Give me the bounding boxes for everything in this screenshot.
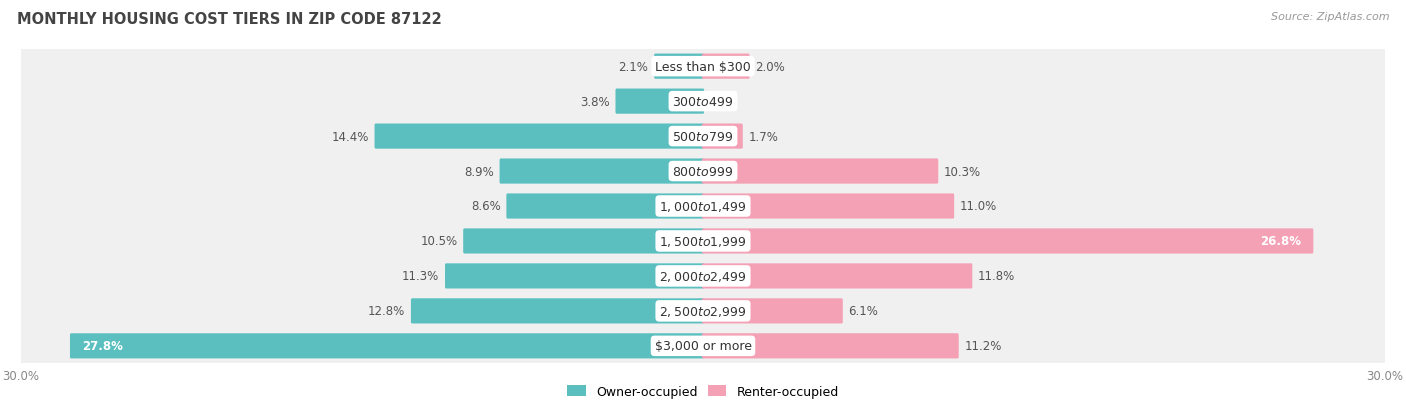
FancyBboxPatch shape (702, 124, 742, 150)
Text: $800 to $999: $800 to $999 (672, 165, 734, 178)
FancyBboxPatch shape (20, 222, 1386, 261)
FancyBboxPatch shape (446, 263, 704, 289)
FancyBboxPatch shape (20, 82, 1386, 121)
Text: 12.8%: 12.8% (368, 305, 405, 318)
Text: $2,000 to $2,499: $2,000 to $2,499 (659, 269, 747, 283)
FancyBboxPatch shape (20, 326, 1386, 366)
FancyBboxPatch shape (654, 55, 704, 80)
FancyBboxPatch shape (506, 194, 704, 219)
FancyBboxPatch shape (616, 89, 704, 114)
Text: 1.7%: 1.7% (748, 130, 779, 143)
FancyBboxPatch shape (702, 55, 749, 80)
Text: 11.2%: 11.2% (965, 339, 1001, 352)
Text: $1,000 to $1,499: $1,000 to $1,499 (659, 199, 747, 214)
FancyBboxPatch shape (702, 299, 842, 324)
Text: 27.8%: 27.8% (83, 339, 124, 352)
Text: 2.0%: 2.0% (755, 61, 785, 74)
Text: 11.8%: 11.8% (979, 270, 1015, 283)
FancyBboxPatch shape (499, 159, 704, 184)
FancyBboxPatch shape (20, 47, 1386, 87)
Text: Source: ZipAtlas.com: Source: ZipAtlas.com (1271, 12, 1389, 22)
Text: $3,000 or more: $3,000 or more (655, 339, 751, 352)
FancyBboxPatch shape (702, 159, 938, 184)
Text: 14.4%: 14.4% (332, 130, 368, 143)
FancyBboxPatch shape (374, 124, 704, 150)
Text: 8.6%: 8.6% (471, 200, 501, 213)
FancyBboxPatch shape (702, 194, 955, 219)
Legend: Owner-occupied, Renter-occupied: Owner-occupied, Renter-occupied (568, 385, 838, 398)
Text: $1,500 to $1,999: $1,500 to $1,999 (659, 235, 747, 248)
Text: MONTHLY HOUSING COST TIERS IN ZIP CODE 87122: MONTHLY HOUSING COST TIERS IN ZIP CODE 8… (17, 12, 441, 27)
Text: 11.0%: 11.0% (960, 200, 997, 213)
Text: 26.8%: 26.8% (1260, 235, 1301, 248)
Text: 11.3%: 11.3% (402, 270, 439, 283)
Text: $300 to $499: $300 to $499 (672, 95, 734, 108)
FancyBboxPatch shape (20, 117, 1386, 156)
Text: 8.9%: 8.9% (464, 165, 494, 178)
FancyBboxPatch shape (702, 333, 959, 358)
Text: 2.1%: 2.1% (619, 61, 648, 74)
Text: Less than $300: Less than $300 (655, 61, 751, 74)
Text: $2,500 to $2,999: $2,500 to $2,999 (659, 304, 747, 318)
Text: 6.1%: 6.1% (848, 305, 879, 318)
FancyBboxPatch shape (20, 152, 1386, 191)
FancyBboxPatch shape (20, 187, 1386, 226)
FancyBboxPatch shape (20, 257, 1386, 296)
FancyBboxPatch shape (463, 229, 704, 254)
Text: $500 to $799: $500 to $799 (672, 130, 734, 143)
Text: 3.8%: 3.8% (581, 95, 610, 108)
FancyBboxPatch shape (702, 263, 973, 289)
FancyBboxPatch shape (702, 229, 1313, 254)
Text: 10.5%: 10.5% (420, 235, 457, 248)
Text: 10.3%: 10.3% (943, 165, 981, 178)
FancyBboxPatch shape (20, 292, 1386, 331)
FancyBboxPatch shape (70, 333, 704, 358)
FancyBboxPatch shape (411, 299, 704, 324)
